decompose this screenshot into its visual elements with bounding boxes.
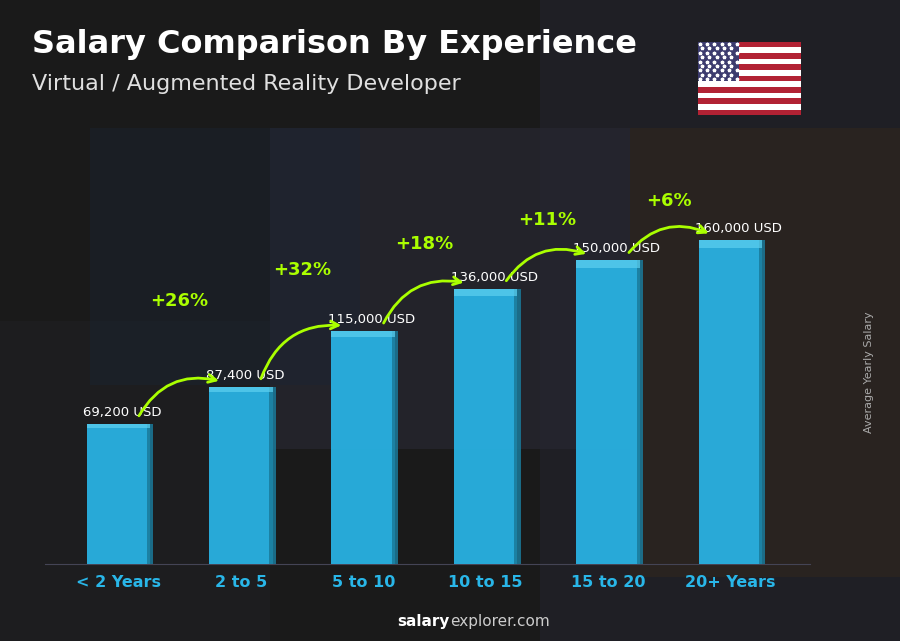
Bar — [576, 260, 640, 564]
Bar — [698, 42, 801, 47]
Bar — [698, 240, 762, 248]
Bar — [86, 424, 150, 428]
Text: 160,000 USD: 160,000 USD — [696, 222, 782, 235]
FancyBboxPatch shape — [147, 424, 153, 564]
Bar — [698, 98, 801, 104]
Bar — [698, 70, 801, 76]
Bar — [698, 104, 801, 110]
Text: Average Yearly Salary: Average Yearly Salary — [863, 311, 874, 433]
Bar — [698, 64, 801, 70]
Bar — [698, 53, 801, 59]
Text: +11%: +11% — [518, 212, 576, 229]
Text: 69,200 USD: 69,200 USD — [84, 406, 162, 419]
Bar — [0, 320, 270, 641]
Bar — [331, 331, 395, 564]
Text: 87,400 USD: 87,400 USD — [206, 369, 284, 382]
Bar — [698, 42, 739, 81]
Bar — [698, 81, 801, 87]
Bar — [698, 59, 801, 64]
FancyBboxPatch shape — [696, 40, 803, 117]
Bar — [209, 387, 273, 392]
Bar — [698, 47, 801, 53]
Text: +6%: +6% — [646, 192, 692, 210]
Text: Virtual / Augmented Reality Developer: Virtual / Augmented Reality Developer — [32, 74, 460, 94]
Text: +32%: +32% — [273, 262, 331, 279]
Text: salary: salary — [398, 614, 450, 629]
FancyBboxPatch shape — [392, 331, 398, 564]
Bar — [331, 331, 395, 337]
Text: Salary Comparison By Experience: Salary Comparison By Experience — [32, 29, 636, 60]
Bar — [454, 289, 518, 296]
Bar — [454, 289, 518, 564]
FancyBboxPatch shape — [269, 387, 275, 564]
Bar — [698, 93, 801, 98]
FancyBboxPatch shape — [514, 289, 520, 564]
Bar — [698, 87, 801, 93]
Text: +18%: +18% — [395, 235, 454, 253]
Bar — [90, 128, 360, 385]
Bar — [698, 110, 801, 115]
Text: 136,000 USD: 136,000 USD — [451, 271, 537, 284]
Text: 150,000 USD: 150,000 USD — [573, 242, 660, 255]
FancyBboxPatch shape — [759, 240, 765, 564]
Bar — [698, 76, 801, 81]
Bar — [540, 0, 900, 641]
FancyBboxPatch shape — [636, 260, 643, 564]
Text: 115,000 USD: 115,000 USD — [328, 313, 416, 326]
Text: explorer.com: explorer.com — [450, 614, 550, 629]
Text: +26%: +26% — [150, 292, 209, 310]
Bar — [630, 128, 900, 577]
Bar — [270, 128, 630, 449]
Bar — [576, 260, 640, 268]
Bar — [698, 240, 762, 564]
Bar — [209, 387, 273, 564]
Bar — [86, 424, 150, 564]
